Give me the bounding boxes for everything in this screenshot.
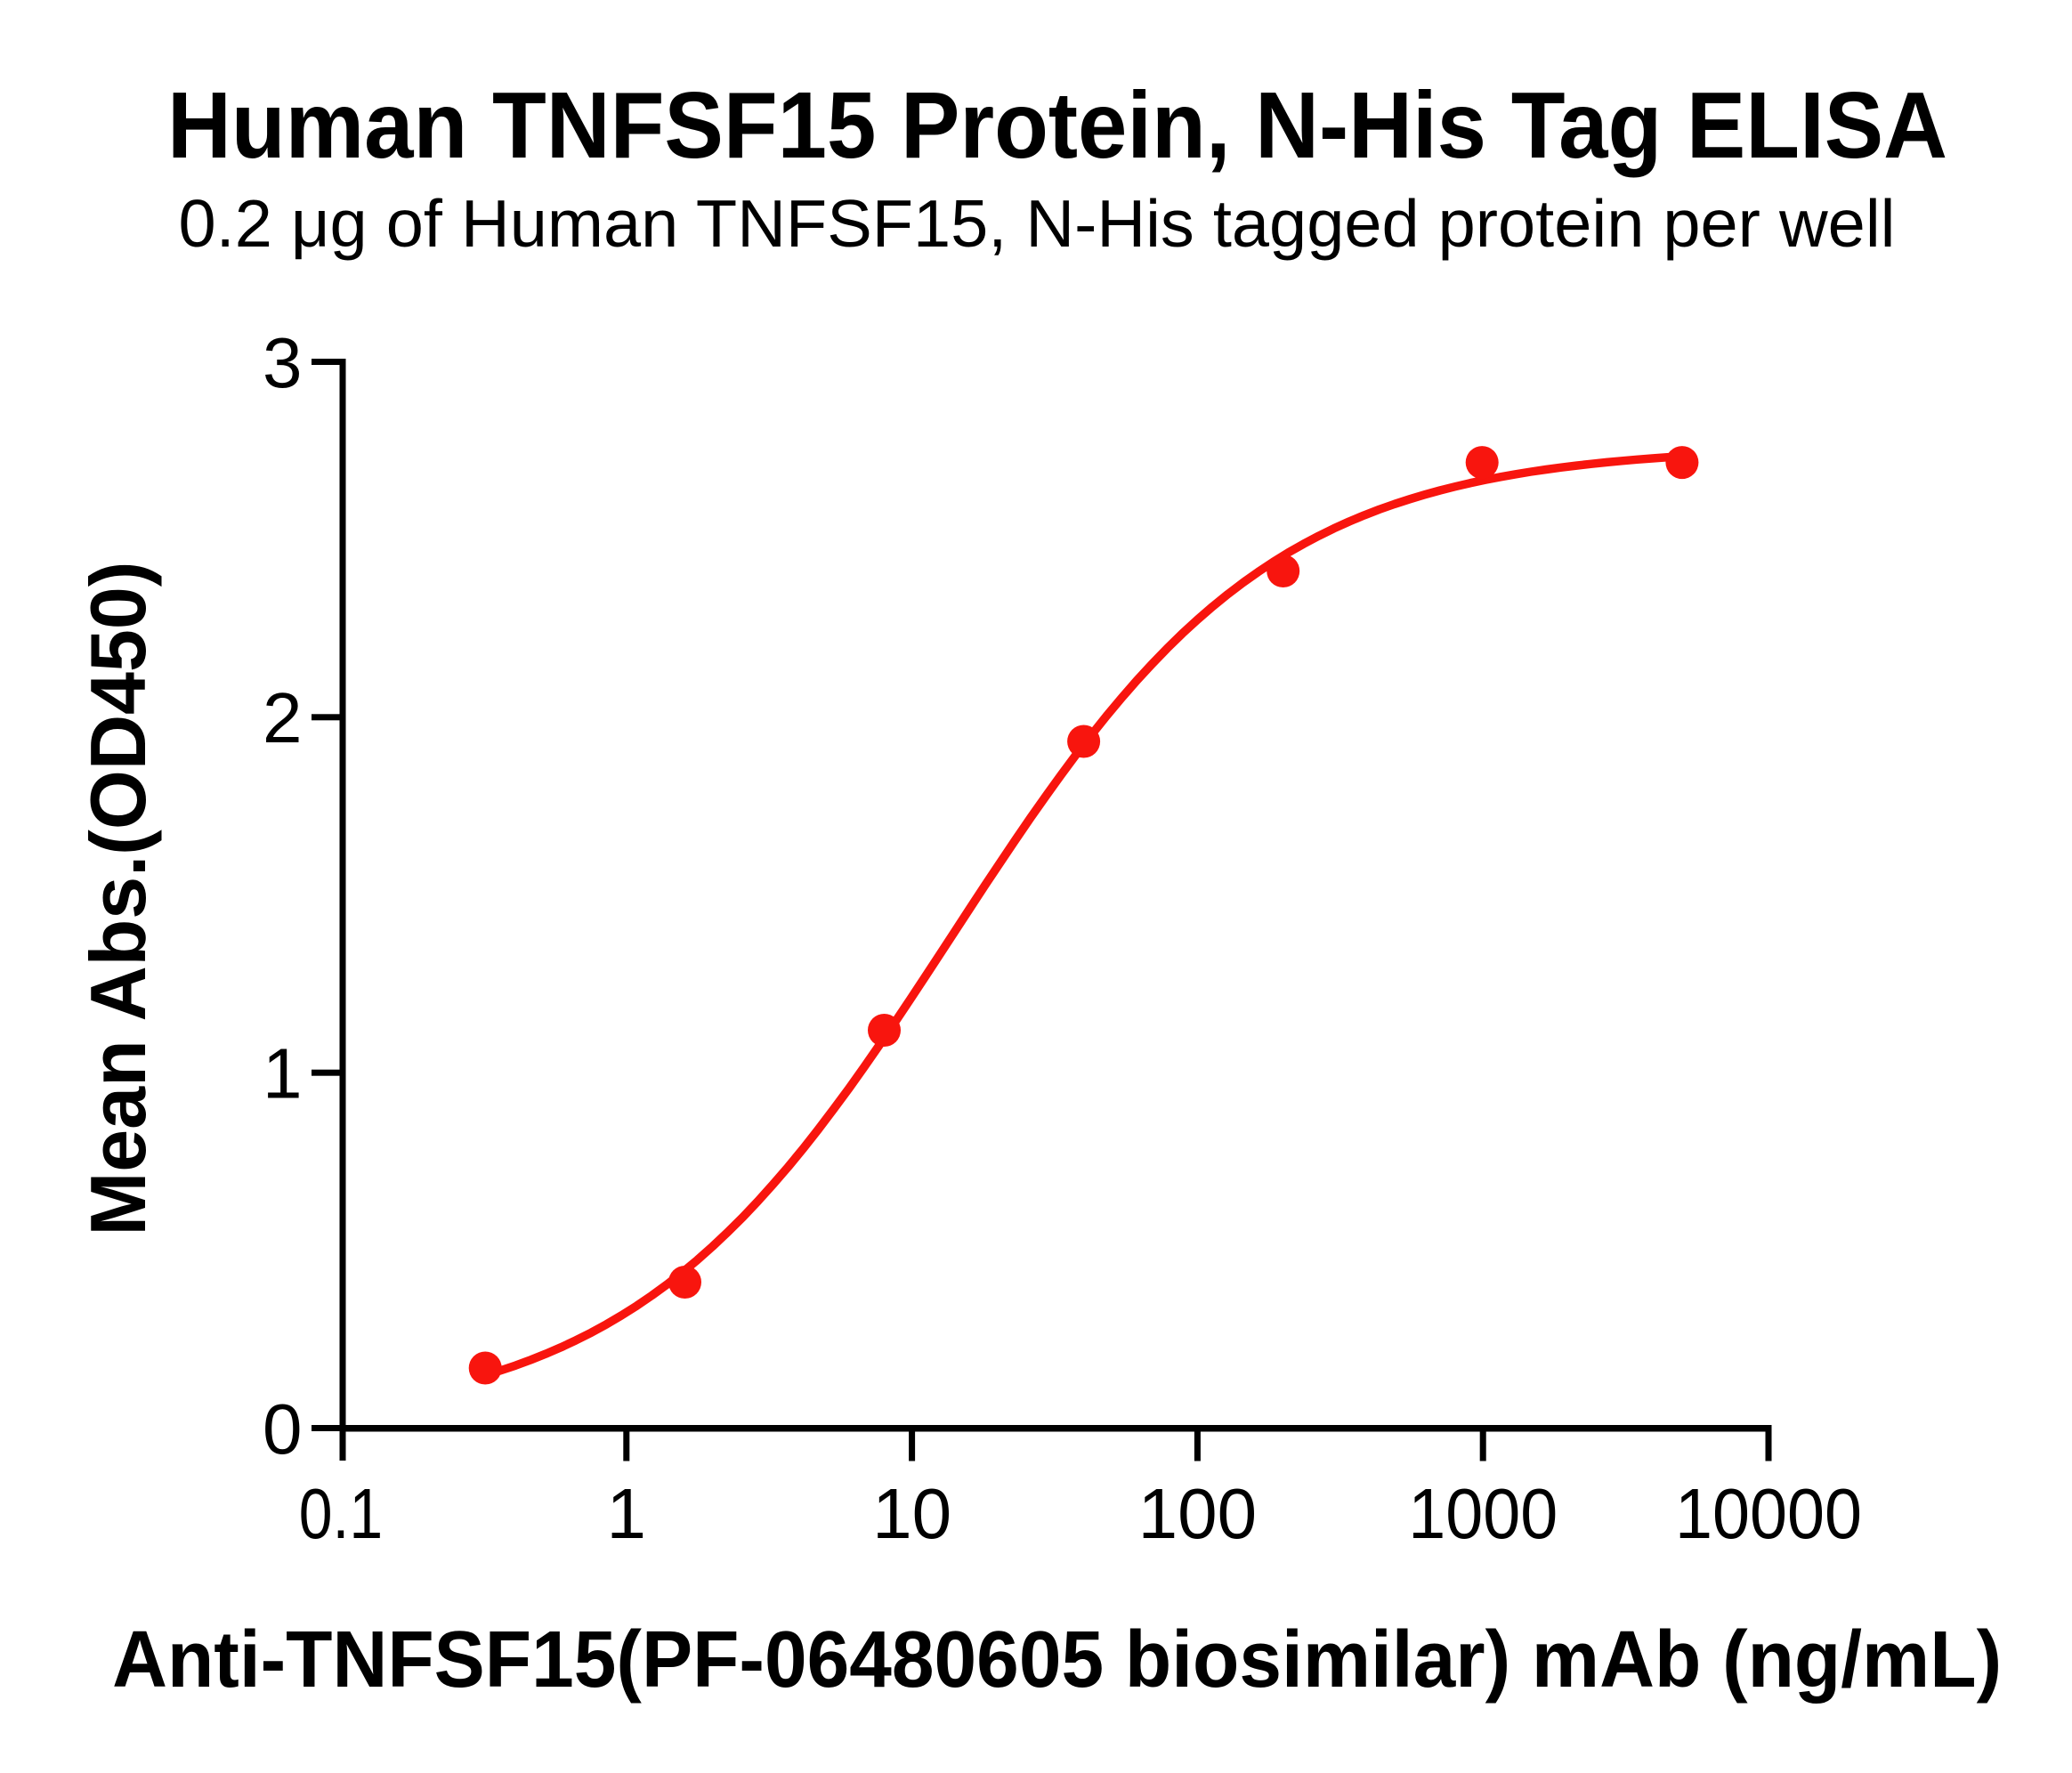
svg-text:3: 3 bbox=[263, 323, 303, 402]
svg-text:Human TNFSF15 Protein, N-His T: Human TNFSF15 Protein, N-His Tag ELISA bbox=[167, 73, 1947, 178]
svg-text:1000: 1000 bbox=[1408, 1474, 1558, 1553]
svg-text:100: 100 bbox=[1138, 1474, 1257, 1553]
svg-text:0: 0 bbox=[263, 1389, 303, 1469]
svg-text:10000: 10000 bbox=[1675, 1474, 1862, 1553]
svg-text:Anti-TNFSF15(PF-06480605 biosi: Anti-TNFSF15(PF-06480605 biosimilar) mAb… bbox=[112, 1615, 2002, 1704]
svg-text:0.1: 0.1 bbox=[299, 1474, 383, 1553]
svg-text:1: 1 bbox=[263, 1034, 303, 1113]
svg-text:2: 2 bbox=[263, 678, 303, 757]
svg-text:10: 10 bbox=[872, 1474, 951, 1553]
svg-text:Mean Abs.(OD450): Mean Abs.(OD450) bbox=[74, 562, 162, 1236]
svg-text:0.2 μg of Human TNFSF15, N-His: 0.2 μg of Human TNFSF15, N-His tagged pr… bbox=[179, 186, 1896, 261]
svg-text:1: 1 bbox=[607, 1474, 647, 1553]
